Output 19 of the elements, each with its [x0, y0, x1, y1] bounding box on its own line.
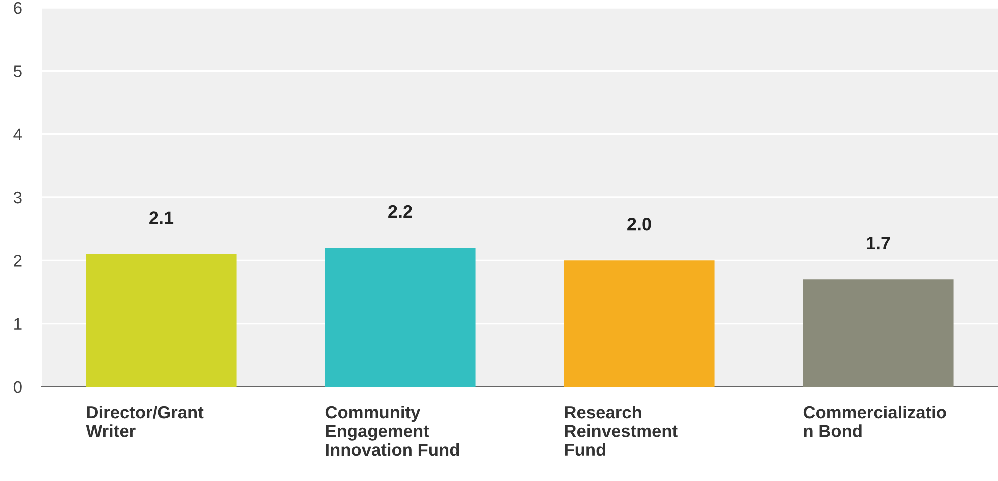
- bar: [564, 260, 715, 387]
- x-tick-label: Community Engagement Innovation Fund: [326, 406, 460, 456]
- bar: [803, 280, 954, 387]
- y-tick-label: 1: [14, 318, 22, 330]
- y-tick-label: 2: [14, 255, 22, 267]
- bar: [325, 248, 476, 387]
- y-tick-label: 5: [14, 66, 22, 78]
- x-tick-label: Research Reinvestment Fund: [565, 406, 678, 456]
- y-tick-label: 0: [14, 381, 22, 394]
- y-tick-label: 6: [14, 2, 22, 14]
- bar: [86, 254, 237, 387]
- y-tick-label: 3: [14, 192, 22, 204]
- data-label: 1.7: [867, 237, 890, 250]
- x-tick-label: Commercializatio n Bond: [804, 406, 946, 438]
- data-label: 2.0: [628, 218, 652, 231]
- x-tick-label: Director/Grant Writer: [86, 406, 204, 438]
- data-label: 2.2: [388, 205, 412, 218]
- data-label: 2.1: [150, 212, 174, 224]
- y-tick-label: 4: [14, 128, 22, 140]
